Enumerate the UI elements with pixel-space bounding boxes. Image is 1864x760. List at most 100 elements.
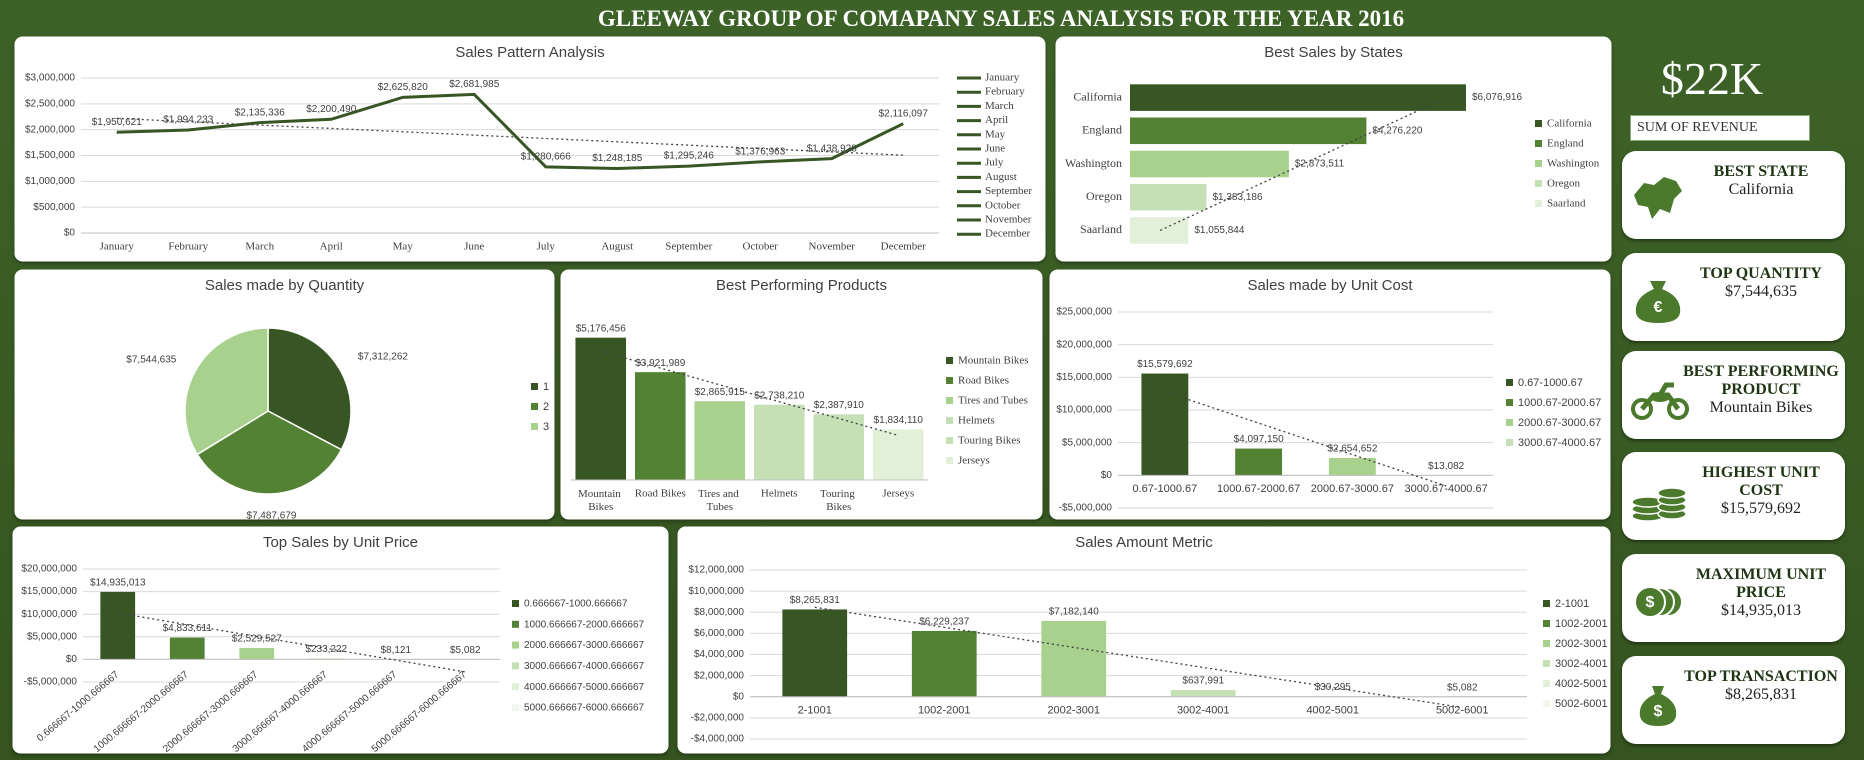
kpi-card: BEST STATE California	[1622, 151, 1845, 239]
legend-label: May	[985, 128, 1006, 140]
legend-swatch	[946, 457, 953, 464]
legend-swatch	[1543, 660, 1550, 667]
money-bag-icon: $	[1639, 686, 1677, 726]
y-tick-label: $8,000,000	[694, 607, 744, 618]
x-tick-label: 2000.67-3000.67	[1311, 483, 1394, 495]
y-tick-label: $500,000	[33, 202, 75, 213]
legend-label: January	[985, 72, 1020, 84]
legend-label: 0.666667-1000.666667	[524, 599, 628, 610]
data-label: $6,076,916	[1472, 92, 1522, 103]
legend-swatch	[1543, 640, 1550, 647]
y-tick-label: -$2,000,000	[691, 713, 745, 724]
chart-title: Sales Pattern Analysis	[455, 44, 604, 61]
legend-swatch	[512, 600, 519, 607]
y-tick-label: $10,000,000	[21, 609, 77, 620]
legend-label: 4000.666667-5000.666667	[524, 682, 645, 693]
y-tick-label: $0	[64, 228, 76, 239]
y-tick-label: $12,000,000	[688, 565, 744, 576]
bar	[1130, 117, 1367, 145]
data-label: $2,865,915	[695, 387, 745, 398]
data-label: $7,544,635	[126, 354, 176, 365]
bar	[911, 630, 977, 697]
legend-label: California	[1547, 118, 1592, 130]
x-tick-label: 4002-5001	[1306, 705, 1359, 717]
legend-swatch	[531, 403, 538, 410]
data-label: $30,295	[1315, 682, 1352, 693]
card-value: $7,544,635	[1725, 283, 1797, 300]
trendline	[116, 117, 904, 156]
kpi-card: $ TOP TRANSACTION $8,265,831	[1622, 656, 1845, 744]
legend-label: England	[1547, 138, 1584, 150]
x-tick-label: 0.67-1000.67	[1132, 483, 1197, 495]
legend-label: Washington	[1547, 158, 1600, 170]
legend-label: 3000.666667-4000.666667	[524, 661, 645, 672]
legend-label: Helmets	[958, 415, 995, 427]
data-label: $2,116,097	[879, 108, 929, 119]
legend-label: 5002-6001	[1555, 698, 1608, 710]
trendline	[117, 612, 466, 673]
data-label: $7,312,262	[358, 351, 408, 362]
x-tick-label: 2002-3001	[1047, 705, 1100, 717]
data-label: $14,935,013	[90, 578, 146, 589]
pie-slice	[196, 410, 343, 495]
legend-swatch	[512, 620, 519, 628]
data-label: $5,176,456	[576, 323, 626, 334]
data-label: $1,438,928	[807, 143, 857, 154]
legend-label: October	[985, 199, 1021, 211]
legend-label: April	[985, 114, 1008, 126]
data-label: $2,529,527	[232, 634, 282, 645]
kpi-card: HIGHEST UNIT COST $15,579,692	[1622, 452, 1845, 540]
data-label: $4,097,150	[1234, 434, 1284, 445]
bar	[813, 414, 865, 480]
card-title: MAXIMUM UNIT PRICE	[1695, 566, 1827, 601]
chart-title: Best Sales by States	[1264, 44, 1402, 61]
data-label: $4,833,611	[163, 623, 213, 634]
legend-swatch	[1535, 160, 1542, 167]
chart-panel: Top Sales by Unit Price 0.666667-1000.666…	[12, 526, 669, 754]
chart-panel: Sales made by Quantity 1 2 3 $7,312,262 $7,48…	[14, 269, 555, 520]
x-tick-label: June	[464, 241, 484, 253]
legend-swatch	[1506, 439, 1513, 446]
legend-label: November	[985, 214, 1032, 226]
data-label: $1,055,844	[1194, 225, 1244, 236]
bar	[1235, 448, 1283, 476]
legend-label: 3000.67-4000.67	[1518, 437, 1601, 449]
x-tick-label: July	[537, 241, 556, 253]
trendline	[600, 350, 899, 437]
legend-swatch	[1506, 379, 1513, 386]
y-tick-label: $1,500,000	[25, 150, 75, 161]
card-title: BEST PERFORMING PRODUCT	[1683, 363, 1839, 398]
legend-label: June	[985, 143, 1005, 155]
bar	[872, 429, 924, 480]
y-tick-label: Oregon	[1086, 189, 1122, 203]
chart-panel: Best Sales by States California England Was…	[1055, 36, 1612, 262]
y-tick-label: $0	[66, 654, 78, 665]
legend-swatch	[946, 417, 953, 424]
y-tick-label: $25,000,000	[1056, 307, 1112, 318]
legend-swatch	[512, 641, 519, 649]
bar	[1141, 373, 1189, 476]
y-tick-label: Washington	[1065, 156, 1122, 170]
card-title: HIGHEST UNIT COST	[1702, 464, 1820, 499]
x-tick-label: April	[320, 241, 343, 253]
coins-icon	[1631, 487, 1687, 522]
x-tick-label: February	[168, 241, 208, 253]
chart-title: Top Sales by Unit Price	[263, 534, 418, 551]
x-tick-label: Jerseys	[882, 488, 914, 500]
x-tick-label: 1002-2001	[918, 705, 971, 717]
data-label: $2,387,910	[814, 400, 864, 411]
y-tick-label: Saarland	[1080, 222, 1122, 236]
chart-title: Sales made by Unit Cost	[1247, 277, 1413, 294]
chart-panel: Best Performing Products Mountain Bikes Ro…	[560, 269, 1043, 520]
x-tick-label: Helmets	[761, 488, 798, 500]
data-label: $1,383,186	[1212, 192, 1262, 203]
data-label: $2,625,820	[378, 82, 428, 93]
data-label: $2,200,490	[306, 104, 356, 115]
y-tick-label: -$4,000,000	[691, 734, 745, 745]
pie-slice	[267, 327, 352, 451]
svg-text:€: €	[1654, 299, 1663, 316]
card-value: $14,935,013	[1721, 602, 1801, 619]
kpi-card: € TOP QUANTITY $7,544,635	[1622, 253, 1845, 341]
bar	[694, 401, 746, 480]
bar	[239, 647, 275, 660]
